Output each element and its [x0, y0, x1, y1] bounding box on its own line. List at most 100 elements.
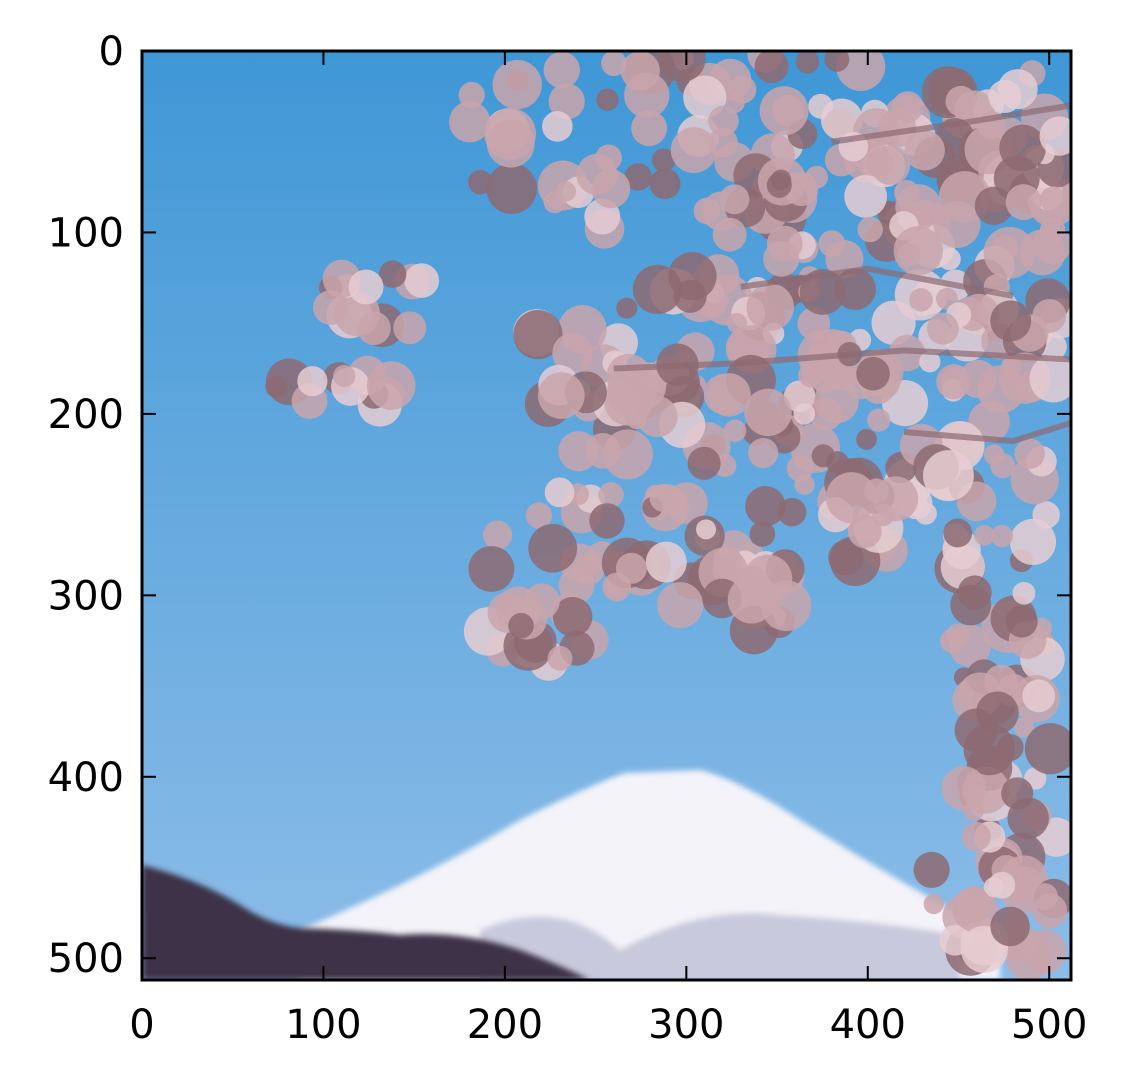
- blossom-cluster: [548, 83, 585, 120]
- blossom-cluster: [923, 893, 944, 915]
- y-tick-label: 300: [48, 573, 124, 619]
- blossom-cluster: [552, 597, 593, 637]
- blossom-cluster: [824, 51, 850, 72]
- blossom-cluster: [486, 119, 535, 168]
- blossom-cluster: [544, 477, 575, 508]
- blossom-cluster: [525, 502, 553, 529]
- blossom-cluster: [458, 81, 485, 109]
- blossom-cluster: [1014, 438, 1045, 470]
- blossom-cluster: [708, 105, 739, 137]
- blossom-cluster: [555, 181, 576, 202]
- blossom-cluster: [602, 572, 632, 602]
- blossom-cluster: [976, 691, 1019, 735]
- blossom-cluster: [749, 521, 776, 547]
- blossom-cluster: [624, 72, 670, 118]
- blossom-cluster: [523, 583, 560, 620]
- blossom-cluster: [983, 876, 1005, 898]
- blossom-cluster: [834, 268, 877, 311]
- branch: [740, 265, 1014, 299]
- blossom-cluster: [1024, 723, 1071, 775]
- blossom-cluster: [547, 645, 573, 671]
- branch: [613, 347, 1071, 372]
- y-tick-label: 0: [99, 29, 124, 75]
- blossom-cluster: [784, 171, 819, 207]
- blossom-cluster: [957, 575, 992, 610]
- blossom-cluster: [728, 75, 757, 104]
- blossom-cluster: [763, 240, 800, 277]
- blossom-cluster: [745, 486, 786, 527]
- blossom-cluster: [598, 482, 624, 508]
- blossom-cluster: [990, 453, 1016, 479]
- blossom-cluster: [795, 51, 820, 74]
- blossom-cluster: [542, 111, 573, 142]
- blossom-cluster: [468, 169, 493, 195]
- blossom-cluster: [818, 230, 846, 257]
- blossom-cluster: [657, 582, 704, 629]
- blossom-cluster: [378, 260, 407, 288]
- blossom-cluster: [712, 217, 747, 252]
- blossom-cluster: [873, 476, 919, 522]
- blossom-cluster: [707, 373, 751, 417]
- axis-ticks: [141, 50, 1071, 980]
- blossom-cluster: [1029, 354, 1071, 403]
- blossom-cluster: [990, 906, 1030, 947]
- x-tick-label: 500: [1011, 1002, 1087, 1048]
- blossom-cluster: [909, 288, 933, 312]
- blossom-cluster: [313, 290, 348, 325]
- blossom-cluster: [984, 664, 1018, 699]
- blossom-cluster: [825, 472, 877, 524]
- blossom-cluster: [759, 86, 809, 136]
- blossom-cluster: [591, 169, 631, 209]
- blossom-cluster: [687, 446, 721, 480]
- axes-frame: [140, 49, 1073, 982]
- blossom-cluster: [1021, 929, 1067, 974]
- blossom-cluster: [297, 366, 328, 397]
- cherry-blossom-branches: [265, 51, 1071, 980]
- blossom-cluster: [844, 175, 888, 218]
- blossom-cluster: [904, 130, 945, 171]
- blossom-cluster: [404, 263, 440, 298]
- y-tick-label: 500: [48, 936, 124, 982]
- blossom-cluster: [366, 361, 416, 410]
- blossom-cluster: [746, 283, 794, 331]
- blossom-cluster: [1005, 184, 1042, 221]
- blossom-cluster: [1022, 679, 1056, 713]
- x-tick-label: 400: [830, 1002, 906, 1048]
- blossom-cluster: [799, 269, 846, 315]
- blossom-cluster: [528, 523, 578, 573]
- blossom-cluster: [926, 312, 959, 345]
- blossom-cluster: [333, 364, 356, 388]
- blossom-cluster: [601, 51, 627, 77]
- blossom-cluster: [719, 184, 750, 215]
- x-tick-label: 200: [467, 1002, 543, 1048]
- blossom-cluster: [963, 723, 1016, 776]
- blossom-cluster: [265, 375, 288, 398]
- blossom-cluster: [483, 520, 513, 550]
- blossom-cluster: [973, 525, 995, 546]
- blossom-cluster: [941, 766, 987, 811]
- blossom-cluster: [468, 546, 515, 592]
- blossom-cluster: [589, 503, 625, 539]
- blossom-cluster: [990, 300, 1032, 342]
- blossom-cluster: [1039, 186, 1067, 214]
- blossom-cluster: [624, 163, 652, 191]
- blossom-cluster: [449, 101, 491, 143]
- blossom-cluster: [748, 438, 779, 469]
- blossom-cluster: [990, 524, 1014, 548]
- blossom-cluster: [914, 502, 937, 525]
- blossom-cluster: [537, 372, 585, 419]
- y-tick-label: 200: [48, 392, 124, 438]
- blossom-cluster: [357, 311, 391, 345]
- blossom-cluster: [636, 395, 678, 438]
- blossom-cluster: [1005, 605, 1038, 638]
- blossom-cluster: [631, 110, 668, 147]
- blossom-cluster: [670, 127, 717, 174]
- blossom-cluster: [645, 541, 687, 583]
- blossom-cluster: [596, 88, 619, 111]
- blossom-cluster: [856, 356, 890, 391]
- blossom-cluster: [663, 491, 687, 515]
- blossom-cluster: [893, 226, 943, 276]
- blossom-cluster: [1009, 518, 1057, 565]
- snow-capped-mountain: [300, 770, 1000, 980]
